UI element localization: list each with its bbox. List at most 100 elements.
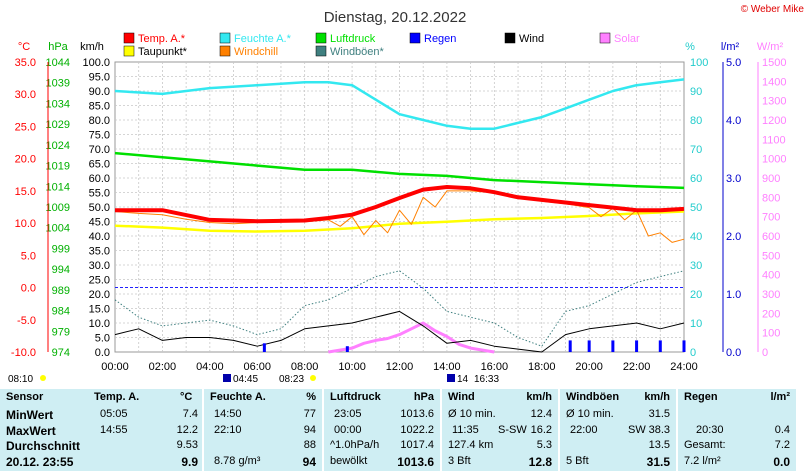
sunset-label: 08:23 <box>279 374 304 385</box>
x-tick-label: 14:00 <box>433 361 461 373</box>
series-feuchtea <box>114 78 685 130</box>
press-forecast: bewölkt <box>330 455 368 467</box>
wind-max-value: 16.2 <box>530 424 552 436</box>
legend-swatch <box>123 32 135 44</box>
tick-press: 1044 <box>46 57 70 69</box>
tick-wind: 50.0 <box>89 202 110 214</box>
series-luftdruck <box>114 151 685 190</box>
hum-avg-value: 88 <box>303 439 316 451</box>
x-tick-label: 02:00 <box>149 361 177 373</box>
hum-max-time: 22:10 <box>214 424 242 436</box>
legend-label: Regen <box>424 33 456 45</box>
tick-wind: 75.0 <box>89 130 110 142</box>
tick-solar: 1400 <box>762 76 786 88</box>
tick-solar: 300 <box>762 289 780 301</box>
gust-avg-value: 31.5 <box>648 408 670 420</box>
axis-ticks: 35.0 30.0 25.0 20.0 15.0 10.0 5.0 0.0 -5.0 -10.0 1… <box>11 57 787 359</box>
tick-press: 1014 <box>46 181 70 193</box>
tick-rain: 5.0 <box>726 57 741 69</box>
tick-temp: -10.0 <box>11 347 36 359</box>
tick-solar: 100 <box>762 328 780 340</box>
tick-solar: 900 <box>762 173 780 185</box>
tick-temp: 0.0 <box>21 283 36 295</box>
tick-rain: 1.0 <box>726 289 741 301</box>
table-gusts: Windböen km/h Ø 10 min. 31.5 22:00 SW 38… <box>560 389 676 471</box>
legend-label: Luftdruck <box>330 33 376 45</box>
row-label: MinWert <box>6 408 54 422</box>
tick-temp: -5.0 <box>17 315 36 327</box>
tick-wind: 85.0 <box>89 101 110 113</box>
hum-header: Feuchte A. <box>210 391 266 403</box>
wind-mean-value: 5.3 <box>536 439 552 451</box>
tick-hum: 80 <box>690 115 702 127</box>
x-tick-label: 24:00 <box>670 361 698 373</box>
tick-solar: 1200 <box>762 115 786 127</box>
legend-label: Windchill <box>234 46 278 58</box>
press-unit: hPa <box>413 391 434 403</box>
axis-unit-solar: W/m² <box>757 41 784 53</box>
tick-rain: 0.0 <box>726 347 741 359</box>
tick-hum: 90 <box>690 86 702 98</box>
press-max-time: 00:00 <box>334 424 362 436</box>
rain-bar <box>635 340 639 352</box>
tick-solar: 600 <box>762 231 780 243</box>
row-value: 9.53 <box>176 439 198 451</box>
tick-hum: 50 <box>690 202 702 214</box>
sun-icon <box>40 375 46 381</box>
tick-solar: 400 <box>762 270 780 282</box>
series-tempa <box>115 185 685 224</box>
rain-sum: 7.2 l/m² <box>684 455 721 467</box>
gust-max-value: 38.3 <box>648 424 670 436</box>
sun-marker-icon <box>223 374 231 382</box>
tick-press: 1019 <box>46 161 70 173</box>
press-avg-value: 1017.4 <box>400 439 434 451</box>
legend-swatch <box>504 32 516 44</box>
hum-abs: 8.78 g/m³ <box>214 455 261 467</box>
sunrise-label: 08:10 <box>8 374 33 385</box>
tick-temp: 5.0 <box>21 250 36 262</box>
table-rain: Regen l/m² 20:30 0.4 Gesamt: 7.2 7.2 l/m… <box>678 389 796 471</box>
legend-swatch <box>315 32 327 44</box>
rain-total-value: 7.2 <box>774 439 790 451</box>
tick-hum: 10 <box>690 318 702 330</box>
tick-wind: 90.0 <box>89 86 110 98</box>
axis-unit-press: hPa <box>48 41 68 53</box>
wind-current: 12.8 <box>528 455 552 469</box>
axis-unit-temp: °C <box>18 41 30 53</box>
press-header: Luftdruck <box>330 391 381 403</box>
tick-wind: 80.0 <box>89 115 110 127</box>
row-label: MaxWert <box>6 424 56 438</box>
tick-wind: 45.0 <box>89 217 110 229</box>
series-solar <box>328 321 495 354</box>
legend-swatch <box>599 32 611 44</box>
tick-temp: 20.0 <box>15 154 36 166</box>
tick-wind: 100.0 <box>82 57 110 69</box>
gust-avg-label: Ø 10 min. <box>566 408 614 420</box>
tick-wind: 35.0 <box>89 246 110 258</box>
tick-solar: 1000 <box>762 154 786 166</box>
table-sensor: Sensor Temp. A. °C MinWert 05:05 7.4 Max… <box>0 389 202 471</box>
gust-max-time: 22:00 <box>570 424 598 436</box>
hum-min-time: 14:50 <box>214 408 242 420</box>
x-tick-label: 18:00 <box>528 361 556 373</box>
tick-temp: 35.0 <box>15 57 36 69</box>
x-tick-label: 10:00 <box>338 361 366 373</box>
wind-unit: km/h <box>526 391 552 403</box>
rain-bar <box>682 340 686 352</box>
rain-bar <box>568 340 572 352</box>
tick-press: 1024 <box>46 140 70 152</box>
x-tick-label: 22:00 <box>623 361 651 373</box>
tick-solar: 500 <box>762 250 780 262</box>
series-windchill <box>114 190 685 243</box>
sun-marker-icon <box>447 374 455 382</box>
press-current: 1013.6 <box>397 455 434 469</box>
tick-solar: 200 <box>762 308 780 320</box>
row-value: 12.2 <box>176 424 198 436</box>
tick-solar: 1100 <box>762 134 786 146</box>
wind-distance: 127.4 km <box>448 439 494 451</box>
table-wind: Wind km/h Ø 10 min. 12.4 11:35 S-SW 16.2… <box>442 389 558 471</box>
legend-swatch <box>409 32 421 44</box>
tick-press: 1004 <box>46 223 70 235</box>
series-taupunkt <box>114 210 685 233</box>
tick-solar: 800 <box>762 192 780 204</box>
